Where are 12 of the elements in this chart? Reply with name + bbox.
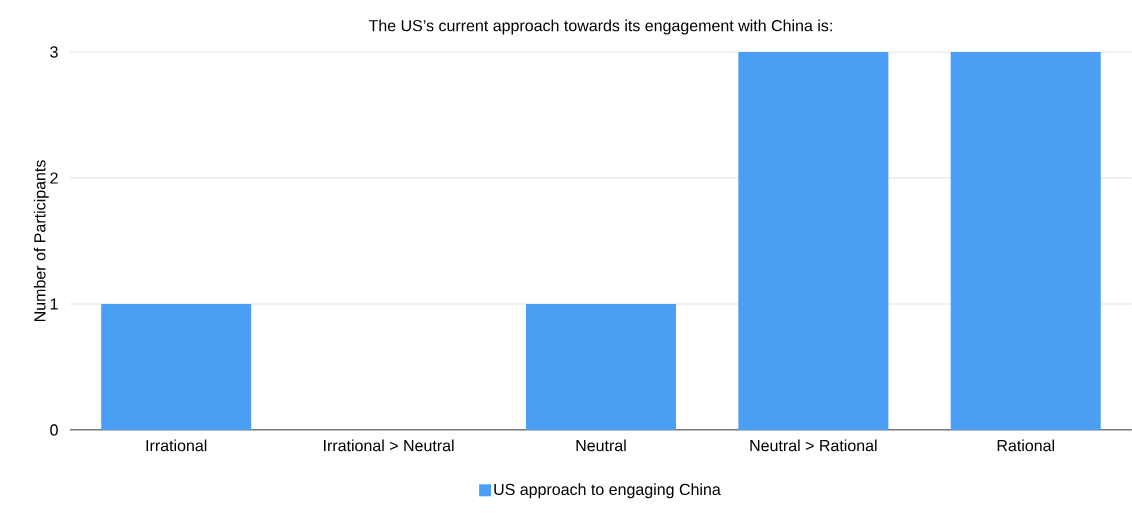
- x-tick-label: Irrational > Neutral: [324, 439, 454, 452]
- y-tick-label: 0: [50, 424, 58, 436]
- x-tick-label: Neutral: [576, 439, 626, 452]
- chart-title: The US’s current approach towards its engagement with China is:: [368, 19, 832, 35]
- y-tick-label: 3: [50, 46, 58, 58]
- x-tick-label: Irrational: [146, 439, 207, 452]
- y-tick-label: 2: [50, 172, 58, 184]
- x-tick-label: Rational: [997, 439, 1055, 452]
- legend-label: US approach to engaging China: [494, 483, 721, 499]
- x-tick-label: Neutral > Rational: [750, 439, 877, 452]
- y-axis-title: Number of Participants: [33, 160, 49, 322]
- y-tick-label: 1: [50, 298, 58, 310]
